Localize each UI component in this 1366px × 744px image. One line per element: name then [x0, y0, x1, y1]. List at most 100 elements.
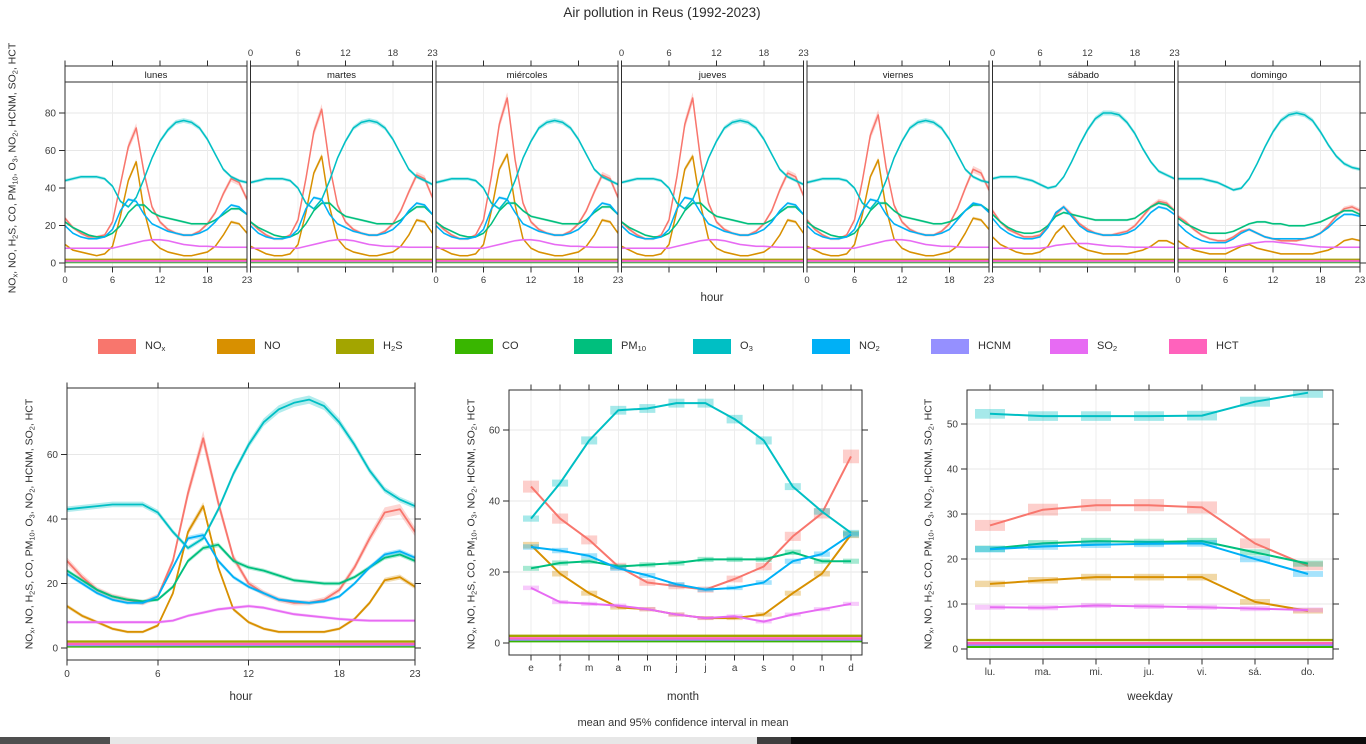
svg-text:18: 18	[944, 275, 955, 286]
svg-text:6: 6	[481, 275, 486, 286]
legend-item-PM10: PM10	[574, 338, 646, 354]
panel-border	[508, 389, 863, 656]
series-O3-line	[436, 119, 618, 210]
legend-swatch-NO	[217, 338, 255, 354]
panel-border	[992, 81, 1175, 268]
series-SO2-line	[992, 242, 1175, 249]
svg-text:0: 0	[50, 259, 56, 270]
series-O3-line	[67, 398, 415, 549]
gridlines	[621, 82, 804, 267]
series-NOx-ci-band	[65, 123, 247, 239]
hour-ticks	[992, 60, 1175, 273]
series-PM10-line	[65, 204, 247, 238]
svg-text:0: 0	[52, 644, 58, 655]
series-SO2-ci-band	[67, 604, 415, 624]
window-edge	[791, 737, 1366, 744]
svg-text:60: 60	[489, 425, 501, 436]
series-NOx-line	[530, 455, 852, 591]
series-O3	[1178, 110, 1360, 192]
series-SO2-line	[807, 239, 989, 249]
series-NO	[436, 151, 618, 257]
series-SO2-ci	[523, 585, 539, 591]
series-NO2-ci-band	[807, 198, 989, 240]
svg-text:0: 0	[62, 275, 67, 286]
svg-text:23: 23	[1355, 275, 1366, 286]
legend-item-H2S: H2S	[336, 338, 403, 354]
svg-text:40: 40	[45, 184, 57, 195]
svg-text:a: a	[732, 663, 738, 674]
series-O3	[807, 118, 989, 211]
hour-ticks	[1177, 60, 1361, 273]
series-O3-line	[530, 402, 852, 534]
series-NO2	[975, 540, 1323, 577]
svg-text:18: 18	[1315, 275, 1326, 286]
series-NOx-ci-band	[992, 198, 1175, 239]
legend-label-PM10: PM10	[621, 339, 647, 353]
svg-text:lu.: lu.	[985, 667, 996, 678]
series-PM10	[250, 201, 433, 238]
month-chart-series	[509, 398, 862, 643]
panel-martes: martes 0 6 12 18 23	[248, 48, 438, 273]
svg-text:23: 23	[409, 669, 421, 680]
series-O3	[523, 398, 859, 536]
series-NOx	[807, 109, 989, 241]
series-O3	[67, 395, 415, 551]
svg-text:12: 12	[155, 275, 166, 286]
series-PM10	[807, 201, 989, 238]
series-NOx	[523, 449, 859, 593]
scrollbar-track[interactable]	[110, 737, 757, 744]
hour-chart: 0 6 12 18 23 0 20 40 60	[47, 382, 421, 680]
svg-text:m: m	[643, 663, 651, 674]
svg-text:n: n	[819, 663, 825, 674]
svg-text:f: f	[559, 663, 562, 674]
series-SO2	[65, 238, 247, 250]
legend-swatch-HCNM	[931, 338, 969, 354]
svg-text:6: 6	[852, 275, 857, 286]
series-NO-line	[807, 159, 989, 257]
svg-text:20: 20	[45, 221, 57, 232]
gridlines	[992, 82, 1175, 267]
series-PM10-line	[989, 540, 1309, 565]
panel-border	[250, 81, 433, 268]
svg-text:sábado: sábado	[1068, 70, 1099, 81]
series-NOx	[975, 499, 1323, 571]
svg-text:jueves: jueves	[698, 70, 727, 81]
svg-text:12: 12	[526, 275, 537, 286]
legend-label-NOx: NOx	[145, 339, 166, 353]
series-PM10-line	[436, 202, 618, 238]
lower-charts: 0 6 12 18 23 0 20 40 60 e f m a m j j a s o n d 0 20 40 60 lu. ma.…	[47, 382, 1339, 680]
series-PM10-ci-band	[621, 201, 804, 238]
chart-title: Air pollution in Reus (1992-2023)	[563, 5, 761, 20]
series-NOx-line	[621, 97, 804, 240]
svg-text:12: 12	[711, 48, 722, 59]
svg-text:a: a	[615, 663, 621, 674]
gridlines	[509, 390, 862, 655]
panel-border	[806, 81, 990, 268]
svg-text:60: 60	[45, 146, 57, 157]
svg-text:20: 20	[489, 567, 501, 578]
panel-border	[621, 81, 804, 268]
panel-border	[1177, 81, 1361, 268]
panel-series	[621, 92, 804, 264]
series-NOx-line	[250, 108, 433, 240]
svg-text:18: 18	[334, 669, 346, 680]
scrollbar-thumb[interactable]	[0, 737, 110, 744]
svg-text:sá.: sá.	[1248, 667, 1261, 678]
svg-text:40: 40	[947, 465, 959, 476]
legend-item-NO2: NO2	[812, 338, 880, 354]
series-O3	[621, 118, 804, 211]
series-NO-line	[250, 155, 433, 257]
legend-label-H2S: H2S	[383, 339, 403, 353]
series-PM10-ci-band	[1178, 209, 1360, 235]
legend-label-CO: CO	[502, 340, 519, 352]
series-NO	[807, 157, 989, 257]
gridlines	[1178, 82, 1360, 267]
svg-text:50: 50	[947, 420, 959, 431]
series-NOx	[436, 92, 618, 241]
series-NO2-line	[807, 198, 989, 240]
svg-text:60: 60	[47, 450, 59, 461]
legend-swatch-PM10	[574, 338, 612, 354]
legend-label-HCNM: HCNM	[978, 340, 1011, 352]
series-O3	[65, 118, 247, 209]
